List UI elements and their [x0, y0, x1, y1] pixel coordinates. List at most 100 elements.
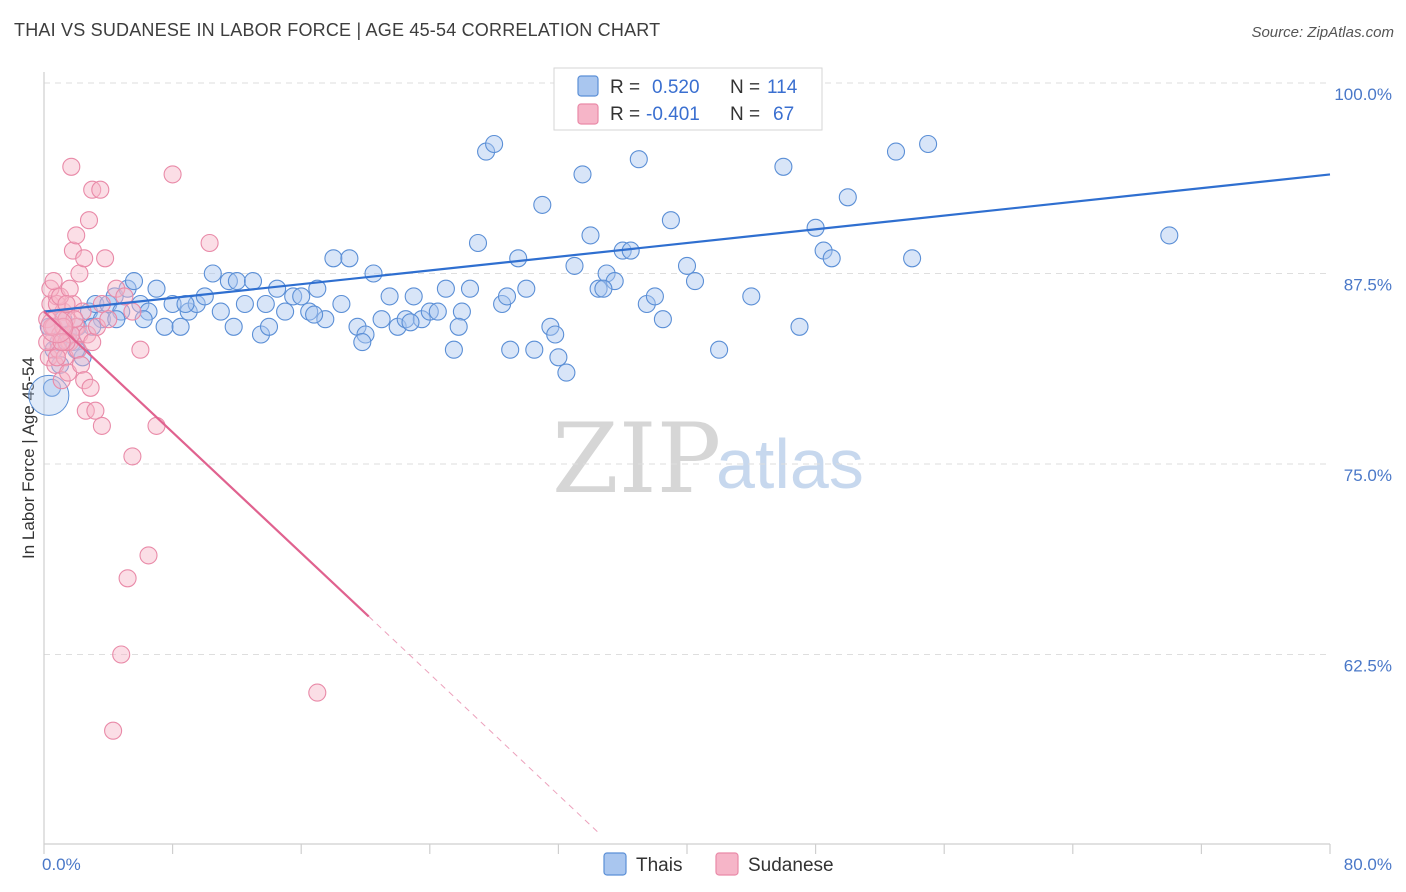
thais-point-70 [565, 256, 584, 275]
thais-trend-line [43, 173, 1331, 313]
legend-n-label-thais: N = [730, 77, 760, 98]
thais-point-24 [195, 287, 214, 306]
y-tick-label-1: 75.0% [1344, 466, 1392, 485]
sudanese-trend-line [43, 310, 370, 618]
sudanese-point-49 [139, 546, 158, 565]
thais-point-38 [308, 279, 327, 298]
x-tick-label-1: 80.0% [1344, 855, 1392, 874]
legend-swatch-sudanese [577, 103, 599, 125]
thais-point-84 [685, 272, 705, 291]
legend-n-label-sudanese: N = [730, 104, 760, 125]
series-legend: Thais Sudanese [603, 852, 834, 876]
legend-n-value-thais: 114 [767, 77, 798, 98]
x-tick-label-0: 0.0% [42, 855, 81, 874]
bottom-legend-thais: Thais [636, 855, 682, 876]
thais-point-56 [452, 302, 471, 321]
thais-point-65 [525, 340, 544, 359]
thais-point-78 [629, 150, 648, 169]
thais-point-81 [653, 310, 672, 329]
legend-swatch-thais [577, 75, 599, 97]
sudanese-point-66 [81, 378, 100, 397]
thais-point-21 [171, 317, 190, 336]
legend-r-label-thais: R = [610, 77, 640, 98]
thais-point-63 [509, 249, 528, 268]
thais-point-68 [549, 348, 568, 367]
stats-legend-box [553, 67, 823, 131]
thais-point-92 [838, 188, 857, 207]
sudanese-point-34 [75, 249, 94, 268]
sudanese-point-53 [200, 233, 219, 253]
source-label: Source: ZipAtlas.com [1251, 24, 1394, 41]
thais-point-111 [546, 325, 565, 344]
thais-point-30 [243, 272, 263, 291]
thais-point-37 [300, 302, 319, 321]
sudanese-point-42 [92, 416, 111, 435]
thais-point-42 [340, 249, 359, 268]
thais-point-62 [501, 340, 520, 359]
thais-point-40 [324, 249, 343, 268]
thais-point-88 [790, 317, 809, 336]
sudanese-point-25 [44, 272, 63, 291]
sudanese-point-22 [71, 355, 91, 374]
thais-point-66 [533, 195, 552, 214]
thais-point-72 [581, 226, 600, 245]
thais-point-93 [886, 142, 906, 161]
thais-point-87 [774, 157, 793, 176]
legend-r-value-thais: 0.520 [652, 77, 700, 98]
thais-point-64 [517, 279, 536, 298]
sudanese-point-39 [62, 157, 81, 176]
sudanese-point-27 [51, 287, 70, 306]
sudanese-point-32 [67, 226, 86, 245]
sudanese-point-23 [75, 371, 94, 390]
thais-point-53 [428, 302, 447, 321]
sudanese-point-35 [79, 211, 99, 230]
sudanese-point-37 [91, 180, 110, 199]
sudanese-point-47 [147, 416, 166, 435]
thais-point-86 [742, 287, 761, 306]
legend-n-value-sudanese: 67 [773, 104, 794, 125]
stats-legend: R = 0.520 N = 114 R = -0.401 N = 67 [553, 67, 823, 131]
sudanese-trend-line-extension [368, 616, 599, 834]
thais-point-71 [573, 165, 592, 184]
sudanese-point-41 [86, 401, 105, 420]
sudanese-point-44 [115, 287, 134, 306]
sudanese-point-62 [83, 333, 102, 352]
thais-point-105 [256, 294, 275, 314]
thais-point-112 [594, 279, 613, 298]
y-tick-label-3: 100.0% [1334, 85, 1392, 104]
thais-point-106 [305, 305, 324, 324]
sudanese-point-38 [96, 249, 115, 268]
bottom-legend-swatch-sudanese [715, 852, 739, 876]
thais-point-19 [155, 317, 174, 336]
thais-point-69 [557, 363, 576, 382]
sudanese-point-45 [123, 302, 142, 321]
thais-point-28 [227, 272, 246, 291]
thais-point-45 [364, 264, 383, 283]
chart-title: THAI VS SUDANESE IN LABOR FORCE | AGE 45… [14, 20, 661, 40]
sudanese-point-58 [47, 348, 66, 367]
thais-point-91 [822, 249, 841, 268]
thais-point-49 [396, 310, 415, 329]
thais-point-58 [468, 233, 488, 253]
legend-r-label-sudanese: R = [610, 104, 640, 125]
sudanese-point-48 [123, 447, 142, 466]
sudanese-point-large [40, 310, 74, 344]
thais-point-55 [444, 340, 463, 359]
thais-point-26 [211, 302, 230, 321]
thais-point-96 [1160, 226, 1179, 245]
thais-point-108 [401, 313, 420, 332]
sudanese-point-50 [118, 569, 137, 588]
sudanese-point-52 [104, 721, 123, 740]
thais-point-94 [903, 249, 922, 268]
trend-lines [43, 173, 1331, 834]
thais-point-57 [460, 279, 480, 298]
thais-point-109 [449, 317, 468, 336]
thais-point-15 [124, 272, 144, 291]
bottom-legend-swatch-thais [603, 852, 627, 876]
thais-point-104 [224, 317, 243, 336]
thais-point-25 [203, 264, 222, 283]
thais-point-47 [380, 287, 399, 306]
thais-point-82 [661, 211, 680, 230]
thais-point-54 [436, 279, 455, 298]
sudanese-point-33 [70, 264, 89, 283]
